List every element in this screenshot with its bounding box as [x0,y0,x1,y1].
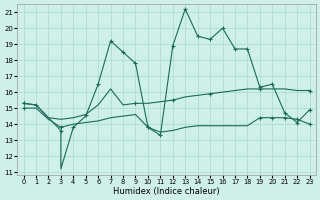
X-axis label: Humidex (Indice chaleur): Humidex (Indice chaleur) [113,187,220,196]
